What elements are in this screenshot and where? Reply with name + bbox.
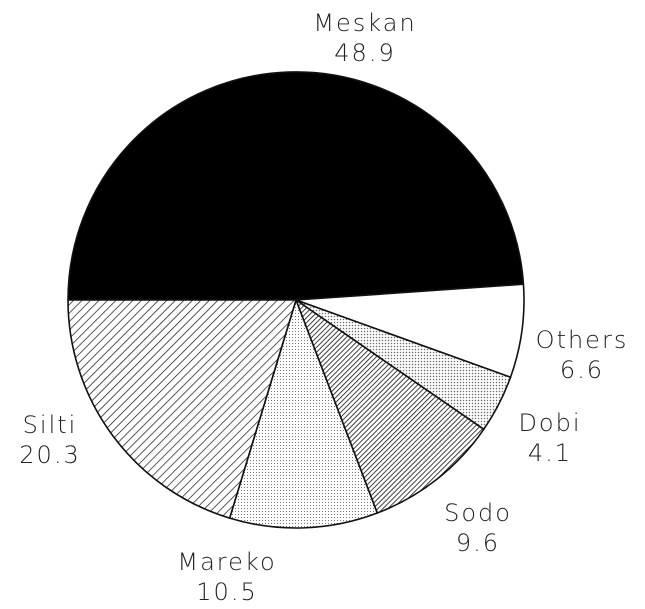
label-others-name: Others	[535, 326, 629, 354]
label-mareko-value: 10.5	[196, 578, 258, 606]
label-sodo-name: Sodo	[444, 499, 512, 527]
label-dobi: Dobi 4.1	[505, 408, 595, 468]
label-others-value: 6.6	[559, 356, 605, 384]
label-sodo-value: 9.6	[455, 529, 501, 557]
label-meskan-value: 48.9	[334, 39, 396, 67]
label-silti-value: 20.3	[19, 441, 81, 469]
slice-sodo	[295, 299, 485, 514]
label-mareko-name: Mareko	[177, 548, 277, 576]
label-dobi-name: Dobi	[518, 409, 582, 437]
label-meskan: Meskan 48.9	[290, 8, 440, 68]
slice-meskan	[67, 71, 525, 301]
label-sodo: Sodo 9.6	[433, 498, 523, 558]
label-mareko: Mareko 10.5	[172, 547, 282, 607]
slice-mareko	[228, 299, 379, 529]
slice-silti	[67, 299, 297, 519]
label-dobi-value: 4.1	[527, 439, 573, 467]
label-others: Others 6.6	[522, 325, 642, 385]
pie-slices	[67, 71, 525, 529]
label-meskan-name: Meskan	[313, 9, 417, 37]
label-silti: Silti 20.3	[10, 410, 90, 470]
label-silti-name: Silti	[22, 411, 78, 439]
